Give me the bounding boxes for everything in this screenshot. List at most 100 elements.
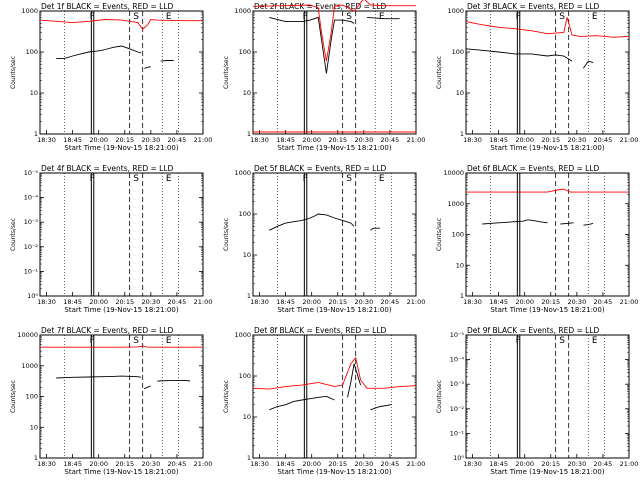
marker-label-e: E xyxy=(379,12,385,22)
series-line-1 xyxy=(482,219,548,225)
x-tick-label: 20:00 xyxy=(515,136,534,144)
y-tick-label: 1000 xyxy=(234,7,251,15)
y-tick-label: 1000 xyxy=(21,7,38,15)
panel-title: Det 4f BLACK = Events, RED = LLD xyxy=(41,164,174,173)
y-tick-label: 10⁻⁵ xyxy=(450,331,465,339)
plot-frame xyxy=(39,172,204,297)
y-tick-label: 1000 xyxy=(234,169,251,177)
y-tick-label: 10 xyxy=(243,251,251,259)
marker-label-f: F xyxy=(303,12,308,22)
x-tick-label: 20:00 xyxy=(302,136,321,144)
x-tick-label: 18:45 xyxy=(63,136,82,144)
series-line-1 xyxy=(56,375,142,379)
y-tick-label: 1 xyxy=(247,292,251,300)
x-tick-label: 18:30 xyxy=(463,136,482,144)
x-tick-label: 18:45 xyxy=(63,460,82,468)
x-tick-label: 20:00 xyxy=(89,136,108,144)
series-line-3 xyxy=(370,404,392,411)
x-tick-label: 20:00 xyxy=(89,460,108,468)
x-tick-label: 20:30 xyxy=(567,298,586,306)
x-tick-label: 21:00 xyxy=(620,136,639,144)
y-tick-label: 10⁻² xyxy=(450,405,465,413)
x-axis-label: Start Time (19-Nov-15 18:21:00) xyxy=(490,144,604,152)
y-tick-label: 10⁻³ xyxy=(450,380,465,388)
series-line-2 xyxy=(583,60,594,69)
x-tick-label: 18:45 xyxy=(489,298,508,306)
y-tick-label: 1 xyxy=(34,454,38,462)
marker-label-f: F xyxy=(90,174,95,184)
x-tick-label: 18:45 xyxy=(489,136,508,144)
x-tick-label: 18:45 xyxy=(63,298,82,306)
x-tick-label: 20:00 xyxy=(89,298,108,306)
y-tick-label: 10⁻⁴ xyxy=(24,194,39,202)
marker-label-s: S xyxy=(133,336,139,346)
y-axis-label: Counts/sec xyxy=(10,56,17,89)
x-tick-label: 20:15 xyxy=(115,460,134,468)
x-tick-label: 21:00 xyxy=(194,298,213,306)
y-axis-label: Counts/sec xyxy=(10,218,17,251)
x-tick-label: 21:00 xyxy=(620,298,639,306)
series-line-2 xyxy=(144,66,151,69)
y-axis-label: Counts/sec xyxy=(10,380,17,413)
y-tick-label: 100 xyxy=(452,48,464,56)
x-tick-label: 20:30 xyxy=(567,460,586,468)
y-tick-label: 1 xyxy=(247,130,251,138)
panel-title: Det 9f BLACK = Events, RED = LLD xyxy=(467,326,600,335)
x-tick-label: 21:00 xyxy=(620,460,639,468)
y-tick-label: 1000 xyxy=(234,331,251,339)
series-line-3 xyxy=(465,17,630,38)
y-tick-label: 10⁰ xyxy=(27,292,38,300)
marker-label-f: F xyxy=(303,174,308,184)
detector-panel-6: Det 6f BLACK = Events, RED = LLD Counts/s… xyxy=(436,164,638,314)
x-axis-label: Start Time (19-Nov-15 18:21:00) xyxy=(277,306,391,314)
marker-label-f: F xyxy=(90,12,95,22)
y-tick-label: 10 xyxy=(243,89,251,97)
y-tick-label: 1000 xyxy=(447,200,464,208)
panel-title: Det 5f BLACK = Events, RED = LLD xyxy=(254,164,387,173)
x-axis-label: Start Time (19-Nov-15 18:21:00) xyxy=(490,468,604,476)
panel-title: Det 3f BLACK = Events, RED = LLD xyxy=(467,2,600,11)
y-tick-label: 10 xyxy=(243,413,251,421)
detector-panel-5: Det 5f BLACK = Events, RED = LLD Counts/s… xyxy=(223,131,425,314)
detector-panel-4: Det 4f BLACK = Events, RED = LLD Counts/s… xyxy=(10,164,212,314)
panel-title: Det 7f BLACK = Events, RED = LLD xyxy=(41,326,174,335)
marker-label-s: S xyxy=(133,174,139,184)
y-axis-label: Counts/sec xyxy=(223,56,230,89)
x-tick-label: 20:45 xyxy=(381,298,400,306)
x-tick-label: 20:15 xyxy=(115,136,134,144)
x-tick-label: 20:15 xyxy=(328,136,347,144)
marker-label-s: S xyxy=(559,336,565,346)
series-line-2 xyxy=(347,363,362,398)
x-tick-label: 18:45 xyxy=(276,136,295,144)
y-axis-label: Counts/sec xyxy=(223,380,230,413)
y-tick-label: 1000 xyxy=(447,7,464,15)
x-tick-label: 20:15 xyxy=(115,298,134,306)
x-tick-label: 20:30 xyxy=(141,136,160,144)
x-tick-label: 18:30 xyxy=(250,136,269,144)
plot-frame xyxy=(39,10,204,135)
x-tick-label: 20:15 xyxy=(328,298,347,306)
x-tick-label: 18:30 xyxy=(463,298,482,306)
detector-panel-9: Det 9f BLACK = Events, RED = LLD Counts/s… xyxy=(436,326,638,476)
x-tick-label: 20:15 xyxy=(541,460,560,468)
x-tick-label: 20:30 xyxy=(141,298,160,306)
y-tick-label: 1 xyxy=(247,454,251,462)
x-tick-label: 18:30 xyxy=(37,136,56,144)
x-tick-label: 20:45 xyxy=(594,460,613,468)
plot-frame xyxy=(252,10,417,135)
x-tick-label: 18:45 xyxy=(276,298,295,306)
detector-panel-8: Det 8f BLACK = Events, RED = LLD Counts/s… xyxy=(223,326,425,476)
y-tick-label: 100 xyxy=(26,48,38,56)
series-line-1 xyxy=(269,213,355,231)
detector-panel-7: Det 7f BLACK = Events, RED = LLD Counts/s… xyxy=(10,326,212,476)
x-tick-label: 18:45 xyxy=(489,460,508,468)
series-line-1 xyxy=(465,48,573,62)
y-tick-label: 100 xyxy=(26,393,38,401)
y-tick-label: 1 xyxy=(460,130,464,138)
marker-label-e: E xyxy=(166,12,172,22)
marker-label-s: S xyxy=(346,174,352,184)
y-tick-label: 100 xyxy=(452,231,464,239)
panel-title: Det 2f BLACK = Events, RED = LLD xyxy=(254,2,387,11)
x-tick-label: 18:30 xyxy=(463,460,482,468)
